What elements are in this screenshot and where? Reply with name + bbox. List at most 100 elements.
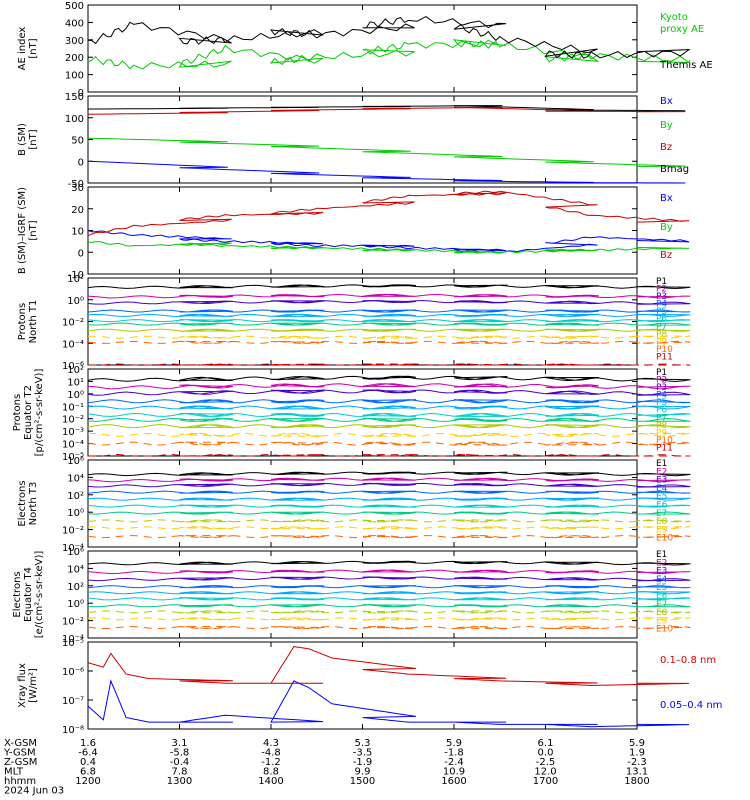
position-value: -1.2 <box>261 757 281 768</box>
y-tick-label: 0 <box>78 248 84 259</box>
series-line-9 <box>87 432 691 437</box>
y-tick-label: 10⁶ <box>67 547 84 558</box>
panel-frame <box>87 4 638 93</box>
legend-entry: E10 <box>656 534 673 544</box>
legend-entry: E5 <box>656 492 667 502</box>
y-axis-label: Protons <box>12 394 23 431</box>
y-tick-label: 10⁻⁵ <box>62 452 84 463</box>
y-tick-label: 10⁻¹ <box>62 402 84 413</box>
legend-entry: P10 <box>656 436 673 446</box>
legend-entry: E10 <box>656 625 673 635</box>
legend-entry: P8 <box>656 330 667 340</box>
position-value: 1400 <box>258 776 283 787</box>
position-value: 1800 <box>624 776 649 787</box>
position-row-label: Y-GSM <box>3 748 36 759</box>
y-tick-label: 0 <box>78 157 84 168</box>
y-axis-label: Electrons <box>17 480 28 526</box>
y-axis-label: [e/(cm²-s-sr-keV)] <box>34 551 45 639</box>
series-line-3 <box>87 299 691 305</box>
legend-entry: E1 <box>656 550 667 560</box>
series-line-4 <box>87 309 691 313</box>
series-line-10 <box>87 441 691 446</box>
y-tick-label: 10⁰ <box>67 508 84 519</box>
y-tick-label: 10⁻² <box>62 318 84 329</box>
position-row-label: hhmm <box>4 776 36 787</box>
position-value: 8.8 <box>263 767 279 778</box>
series-line-1 <box>87 375 691 383</box>
series-line-7 <box>87 604 691 608</box>
legend-entry: P4 <box>656 391 667 401</box>
series-line-8 <box>87 328 691 332</box>
y-tick-label: 10⁻² <box>62 526 84 537</box>
date-label: 2024 Jun 03 <box>4 786 64 797</box>
series-line-7 <box>87 511 691 515</box>
y-tick-label: 10⁶ <box>67 456 84 467</box>
series-line-3 <box>87 482 691 488</box>
legend-entry: E8 <box>656 608 668 618</box>
series-line-2 <box>87 679 690 728</box>
series-line-11 <box>88 363 691 366</box>
y-axis-label: Electrons <box>12 571 23 617</box>
legend-entry: P4 <box>656 300 667 310</box>
position-value: 9.9 <box>355 767 371 778</box>
legend-entry: P1 <box>656 368 667 378</box>
y-tick-label: 10⁻⁴ <box>62 634 84 645</box>
series-line-7 <box>87 322 691 326</box>
series-line-4 <box>88 105 686 112</box>
y-tick-label: 10⁴ <box>67 473 84 484</box>
series-line-6 <box>87 319 691 323</box>
y-tick-label: 10⁻² <box>62 617 84 628</box>
position-value: -6.4 <box>78 748 98 759</box>
y-tick-label: 10² <box>67 582 84 593</box>
series-line-3 <box>87 190 690 237</box>
legend-entry: P9 <box>656 428 667 438</box>
series-line-1 <box>87 471 691 477</box>
y-tick-label: 30 <box>71 183 84 194</box>
y-axis-label: [nT] <box>28 220 39 240</box>
position-value: -1.9 <box>353 757 373 768</box>
y-tick-label: 500 <box>65 1 84 12</box>
series-line-2 <box>87 137 686 167</box>
y-tick-label: 10⁻⁵ <box>62 638 84 649</box>
series-line-5 <box>87 591 691 595</box>
legend-entry: Kyoto <box>660 12 688 23</box>
series-line-11 <box>88 453 691 457</box>
y-tick-label: 10⁻⁴ <box>62 339 84 350</box>
legend-entry: E7 <box>656 509 667 519</box>
position-value: 1300 <box>167 776 192 787</box>
series-line-9 <box>87 617 691 621</box>
series-line-2 <box>87 241 690 254</box>
legend-entry: P5 <box>656 398 667 408</box>
position-value: 5.3 <box>355 738 371 749</box>
series-line-2 <box>87 293 691 299</box>
series-line-1 <box>87 284 691 290</box>
y-tick-label: 10⁻⁸ <box>62 725 84 736</box>
y-tick-label: 300 <box>65 36 84 47</box>
position-value: 1.9 <box>629 748 645 759</box>
legend-entry: By <box>660 222 673 233</box>
y-axis-label: [nT] <box>28 38 39 58</box>
series-line-1 <box>87 560 691 566</box>
position-value: -5.8 <box>170 748 190 759</box>
position-value: 13.1 <box>626 767 648 778</box>
position-value: 10.9 <box>443 767 465 778</box>
y-tick-label: 100 <box>65 71 84 82</box>
legend-entry: P7 <box>656 413 667 423</box>
y-tick-label: 10⁴ <box>67 564 84 575</box>
y-axis-label: AE index <box>17 27 28 71</box>
series-line-8 <box>87 610 691 614</box>
y-tick-label: 10⁻² <box>62 415 84 426</box>
y-tick-label: 10⁻⁶ <box>62 361 84 372</box>
position-value: 12.0 <box>534 767 556 778</box>
series-line-8 <box>87 519 691 523</box>
y-axis-label: B (SM)–IGRF (SM) <box>17 187 28 274</box>
y-tick-label: 10⁻⁴ <box>62 543 84 554</box>
legend-entry: P3 <box>656 383 667 393</box>
y-tick-label: -50 <box>68 179 84 190</box>
position-value: -3.5 <box>353 748 373 759</box>
legend-entry: Bmag <box>660 164 689 175</box>
position-value: 6.8 <box>80 767 96 778</box>
series-line-5 <box>87 497 691 501</box>
y-tick-label: 200 <box>65 53 84 64</box>
